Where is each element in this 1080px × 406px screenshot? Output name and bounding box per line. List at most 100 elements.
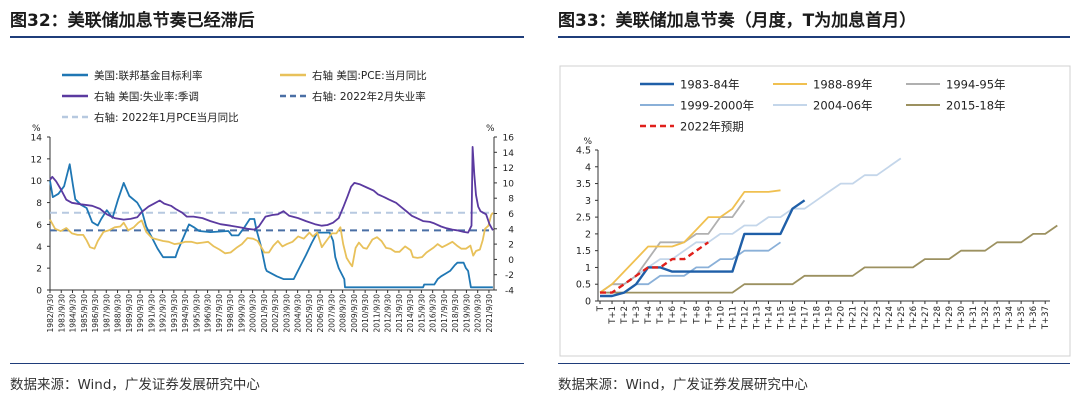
x-tick-label: T+24 xyxy=(885,306,895,330)
x-tick-label: T+28 xyxy=(933,306,943,330)
chart-frame xyxy=(559,65,1071,357)
x-tick-label: T+17 xyxy=(801,306,811,330)
x-tick-label: T+21 xyxy=(849,306,859,330)
left-y-tick-label: 4 xyxy=(36,243,42,253)
x-tick-label: 2018/9/30 xyxy=(451,294,460,333)
source-divider xyxy=(10,363,524,364)
legend-label: 1999-2000年 xyxy=(680,99,754,113)
x-tick-label: T+22 xyxy=(861,306,871,330)
x-tick-label: 1996/9/30 xyxy=(204,294,213,333)
x-tick-label: 2008/9/30 xyxy=(339,294,348,333)
x-tick-label: 2015/9/30 xyxy=(417,294,426,333)
left-y-tick-label: 0 xyxy=(36,287,42,297)
y-tick-label: 2.5 xyxy=(576,213,591,224)
x-tick-label: T+9 xyxy=(704,306,714,325)
x-tick-label: 2000/9/30 xyxy=(249,294,258,333)
figure-33-chart: 0 0.5 1 1.5 2 2.5 3 3.5 4 4.5% T T+1 T+2 T+3 T+4 T+5 T+6… xyxy=(559,65,1071,357)
x-tick-label: 1999/9/30 xyxy=(237,294,246,333)
right-y-tick-label: 6 xyxy=(508,210,514,220)
legend-label: 右轴: 2022年2月失业率 xyxy=(312,90,426,103)
x-tick-label: T+30 xyxy=(957,306,967,330)
x-tick-label: 1998/9/30 xyxy=(226,294,235,333)
right-y-tick-label: 2 xyxy=(508,241,514,251)
x-tick-label: T+29 xyxy=(945,306,955,330)
right-y-tick-label: 14 xyxy=(503,149,515,159)
x-tick-label: 1988/9/30 xyxy=(114,294,123,333)
x-tick-label: T+3 xyxy=(632,306,642,325)
series-line-1 xyxy=(600,199,806,298)
x-tick-label: T+4 xyxy=(644,306,654,325)
x-tick-label: 2021/9/30 xyxy=(485,294,494,333)
legend-label: 1994-95年 xyxy=(946,78,1006,92)
title-divider xyxy=(558,36,1070,38)
x-tick-label: T+12 xyxy=(740,306,750,330)
left-y-tick-label: 12 xyxy=(31,155,42,165)
y-tick-label: 4.5 xyxy=(576,146,591,157)
left-y-tick-label: 8 xyxy=(36,199,42,209)
x-tick-label: 2004/9/30 xyxy=(294,294,303,333)
x-tick-label: 2011/9/30 xyxy=(372,294,381,333)
source-divider xyxy=(558,363,1070,364)
x-tick-label: 2017/9/30 xyxy=(440,294,449,333)
x-tick-label: T+27 xyxy=(921,306,931,330)
x-tick-label: 2013/9/30 xyxy=(395,294,404,333)
right-y-unit: % xyxy=(486,124,495,134)
figure-32-title: 图32：美联储加息节奏已经滞后 xyxy=(10,11,255,31)
y-tick-label: 3.5 xyxy=(576,179,591,190)
legend-label: 2022年预期 xyxy=(680,120,744,134)
title-divider xyxy=(10,36,524,38)
right-y-tick-label: 16 xyxy=(503,134,515,144)
x-tick-label: 1992/9/30 xyxy=(159,294,168,333)
right-y-tick-label: 8 xyxy=(508,195,514,205)
x-tick-label: T+13 xyxy=(752,306,762,330)
legend-label: 1983-84年 xyxy=(680,78,740,92)
right-y-tick-label: 10 xyxy=(503,179,515,189)
x-tick-label: 1993/9/30 xyxy=(170,294,179,333)
x-tick-label: T+26 xyxy=(909,306,919,330)
x-tick-label: T+18 xyxy=(813,306,823,330)
series-line-6 xyxy=(600,224,1058,294)
left-y-tick-label: 6 xyxy=(36,221,42,231)
x-tick-label: 1983/9/30 xyxy=(57,294,66,333)
x-tick-label: 2006/9/30 xyxy=(316,294,325,333)
legend-label: 2004-06年 xyxy=(813,99,873,113)
x-tick-label: 2019/9/30 xyxy=(462,294,471,333)
x-tick-label: 1997/9/30 xyxy=(215,294,224,333)
x-tick-label: T+7 xyxy=(680,306,690,325)
x-tick-label: 2016/9/30 xyxy=(429,294,438,333)
x-tick-label: T+34 xyxy=(1005,306,1015,330)
x-tick-label: T+20 xyxy=(837,306,847,330)
x-tick-label: T+32 xyxy=(981,306,991,330)
x-tick-label: T+10 xyxy=(716,306,726,330)
x-tick-label: 1990/9/30 xyxy=(136,294,145,333)
x-tick-label: T+23 xyxy=(873,306,883,330)
y-tick-label: 1.5 xyxy=(576,246,591,257)
series-line-2 xyxy=(599,189,781,294)
y-tick-label: 4 xyxy=(585,162,591,173)
legend-label: 1988-89年 xyxy=(813,78,873,92)
x-tick-label: T+6 xyxy=(668,306,678,325)
left-y-tick-label: 14 xyxy=(31,134,43,144)
figure-32-panel: 图32：美联储加息节奏已经滞后 0 2 4 6 8 10 12 14% -4 -2 0 2 4 6 8 10 1… xyxy=(0,0,534,406)
x-tick-label: T+36 xyxy=(1029,306,1039,330)
y-tick-label: 1 xyxy=(585,263,591,274)
figure-33-source: 数据来源：Wind，广发证券发展研究中心 xyxy=(558,377,808,393)
x-tick-label: T+33 xyxy=(993,306,1003,330)
x-tick-label: T+15 xyxy=(776,306,786,330)
y-tick-label: 3 xyxy=(585,196,591,207)
x-tick-label: T+37 xyxy=(1041,306,1051,330)
series-line-2 xyxy=(49,212,494,268)
y-tick-label: 0.5 xyxy=(576,280,591,291)
x-tick-label: 2007/9/30 xyxy=(327,294,336,333)
figure-33-panel: 图33：美联储加息节奏（月度，T为加息首月） 0 0.5 1 1.5 2 2.5 3 3.5 4… xyxy=(548,0,1080,406)
x-tick-label: T+31 xyxy=(969,306,979,330)
right-y-tick-label: 12 xyxy=(503,164,514,174)
x-tick-label: 1994/9/30 xyxy=(181,294,190,333)
x-tick-label: T+2 xyxy=(620,306,630,325)
left-y-unit: % xyxy=(32,124,41,134)
x-tick-label: 2014/9/30 xyxy=(406,294,415,333)
x-tick-label: 2009/9/30 xyxy=(350,294,359,333)
x-tick-label: T+19 xyxy=(825,306,835,330)
x-tick-label: 2003/9/30 xyxy=(282,294,291,333)
